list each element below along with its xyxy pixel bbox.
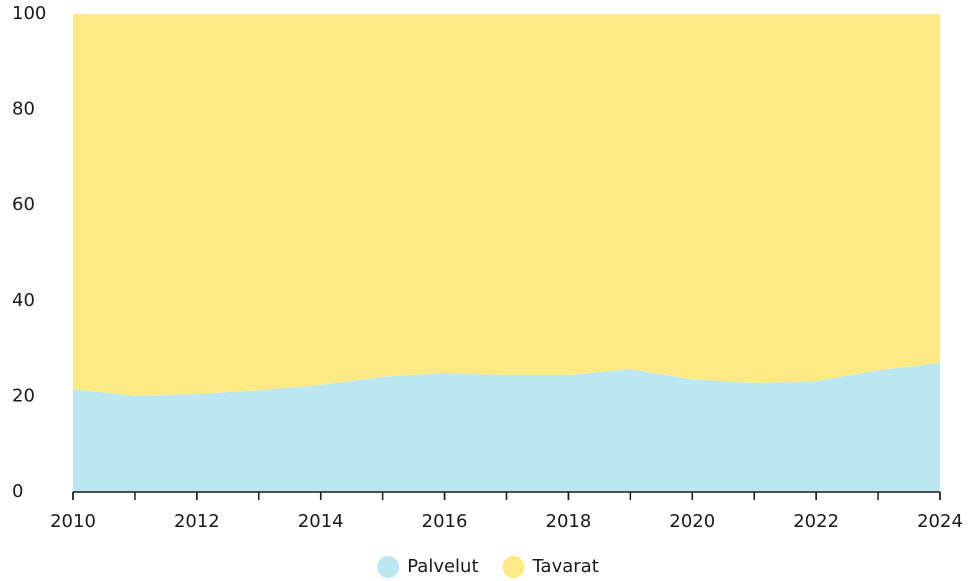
x-tick-label: 2020 bbox=[669, 511, 715, 532]
y-tick-label: 60 bbox=[12, 194, 35, 215]
x-tick-label: 2022 bbox=[793, 511, 839, 532]
y-tick-label: 0 bbox=[12, 481, 23, 502]
x-tick-label: 2024 bbox=[917, 511, 963, 532]
legend: Palvelut Tavarat bbox=[377, 556, 599, 578]
x-tick-label: 2016 bbox=[422, 511, 468, 532]
y-tick-label: 20 bbox=[12, 385, 35, 406]
area bbox=[73, 362, 940, 492]
y-tick-label: 100 bbox=[12, 3, 46, 24]
x-tick-label: 2014 bbox=[298, 511, 344, 532]
x-tick-label: 2010 bbox=[50, 511, 96, 532]
x-tick-label: 2012 bbox=[174, 511, 220, 532]
legend-swatch bbox=[502, 556, 525, 578]
x-tick-label: 2018 bbox=[546, 511, 592, 532]
y-tick-label: 80 bbox=[12, 99, 35, 120]
legend-label: Tavarat bbox=[532, 556, 599, 577]
legend-swatch bbox=[377, 556, 400, 578]
y-tick-label: 40 bbox=[12, 290, 35, 311]
legend-label: Palvelut bbox=[407, 556, 478, 577]
area bbox=[73, 14, 940, 396]
